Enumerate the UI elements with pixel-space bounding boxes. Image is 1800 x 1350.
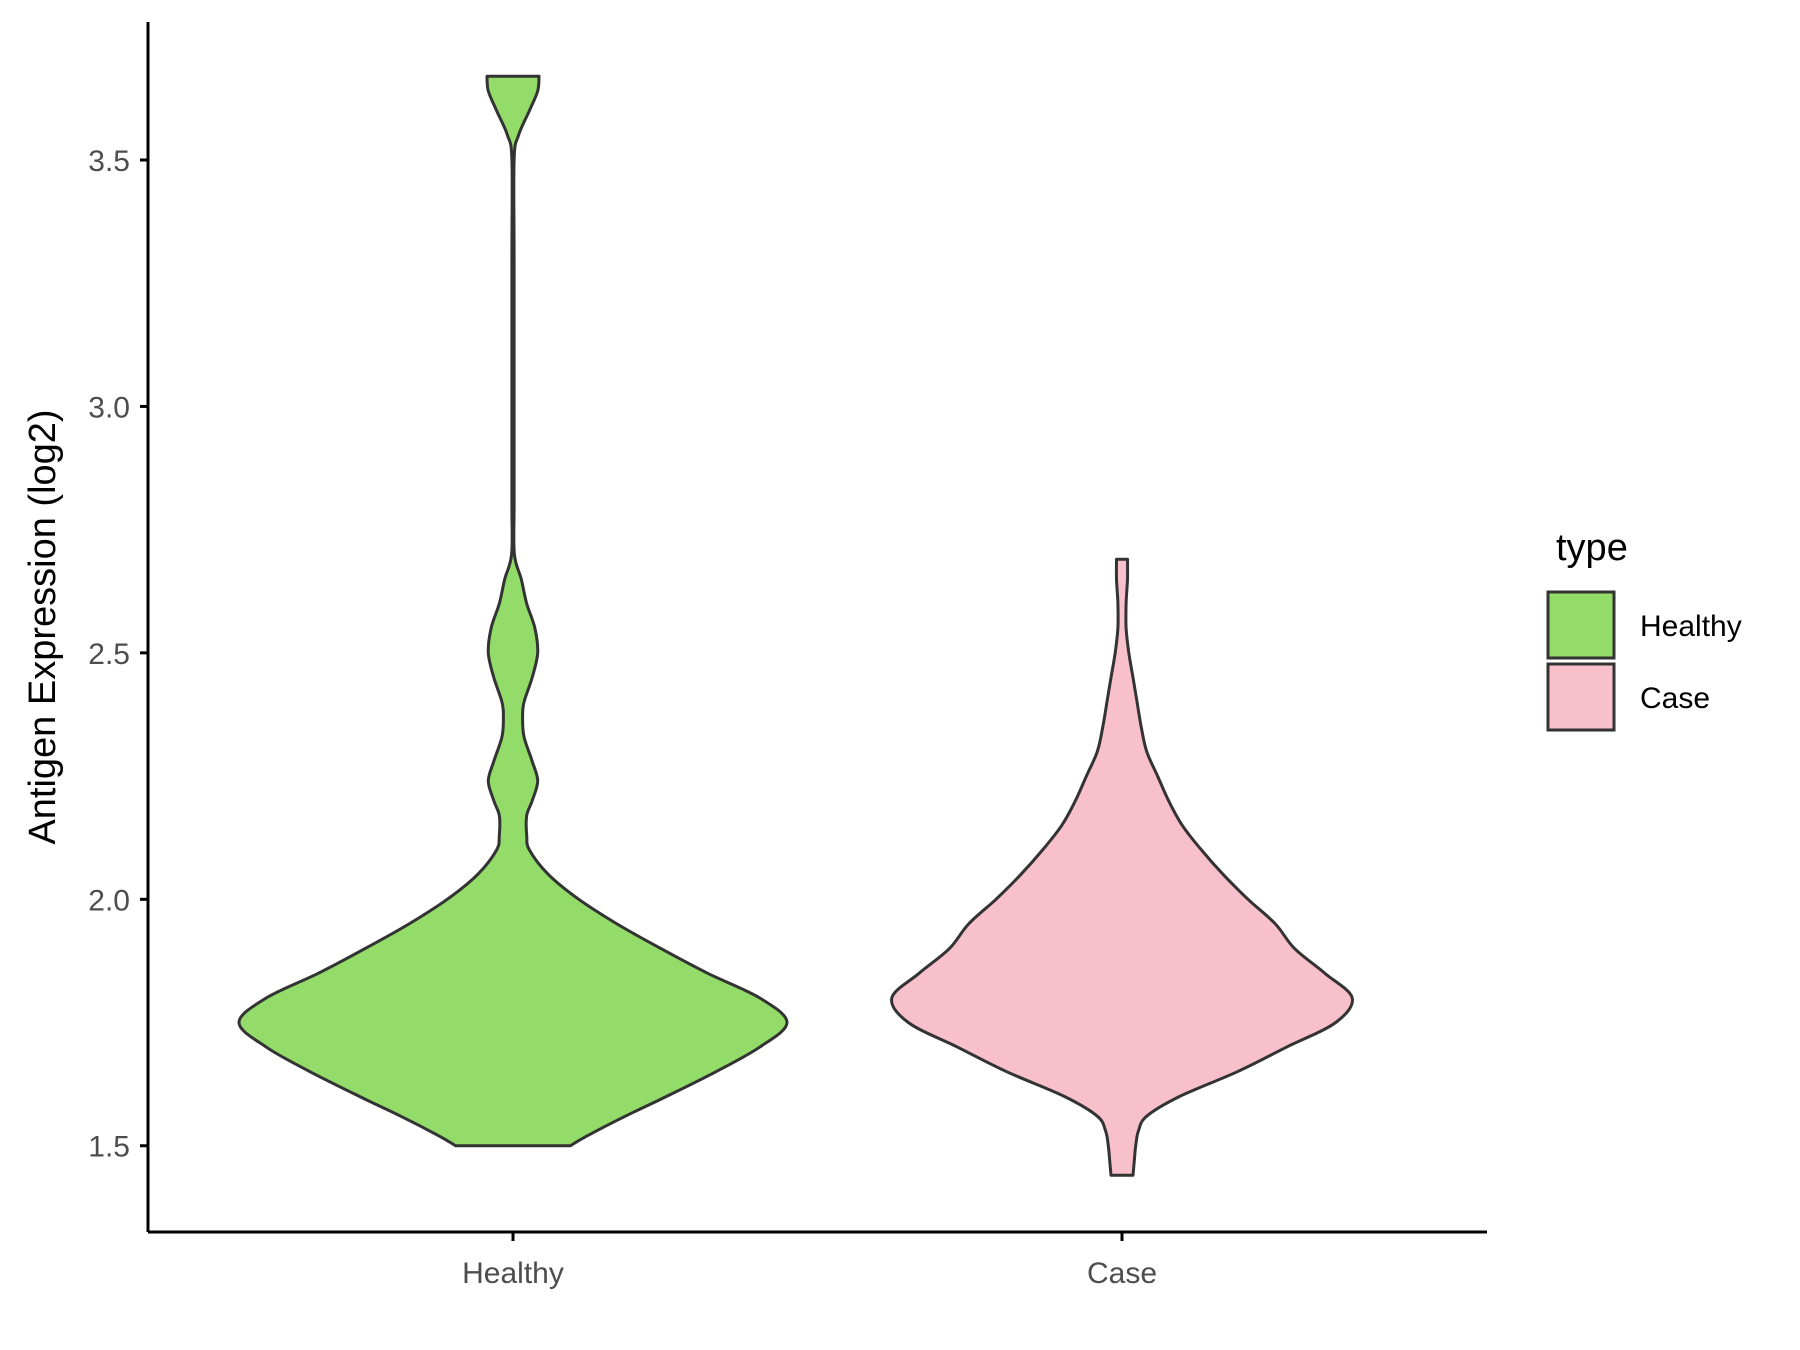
violin-healthy	[237, 74, 789, 1148]
y-tick-label: 2.5	[88, 638, 130, 671]
y-tick-label: 3.5	[88, 145, 130, 178]
legend-swatch-healthy	[1546, 590, 1616, 660]
y-axis-ticks: 1.5 2.0 2.5 3.0 3.5	[88, 145, 148, 1164]
y-axis-title: Antigen Expression (log2)	[22, 409, 64, 844]
x-tick-label: Case	[1087, 1257, 1157, 1290]
y-tick-label: 3.0	[88, 391, 130, 424]
legend: Healthy Case	[1546, 590, 1742, 732]
x-tick-label: Healthy	[462, 1257, 564, 1290]
violins-layer	[237, 74, 1354, 1177]
y-tick-label: 2.0	[88, 884, 130, 917]
legend-label-healthy: Healthy	[1640, 610, 1742, 643]
violin-case	[890, 557, 1354, 1177]
legend-label-case: Case	[1640, 682, 1710, 715]
legend-swatch-case	[1546, 662, 1616, 732]
y-tick-label: 1.5	[88, 1131, 130, 1164]
legend-title: type	[1556, 527, 1628, 569]
x-axis-ticks: Healthy Case	[462, 1232, 1157, 1290]
